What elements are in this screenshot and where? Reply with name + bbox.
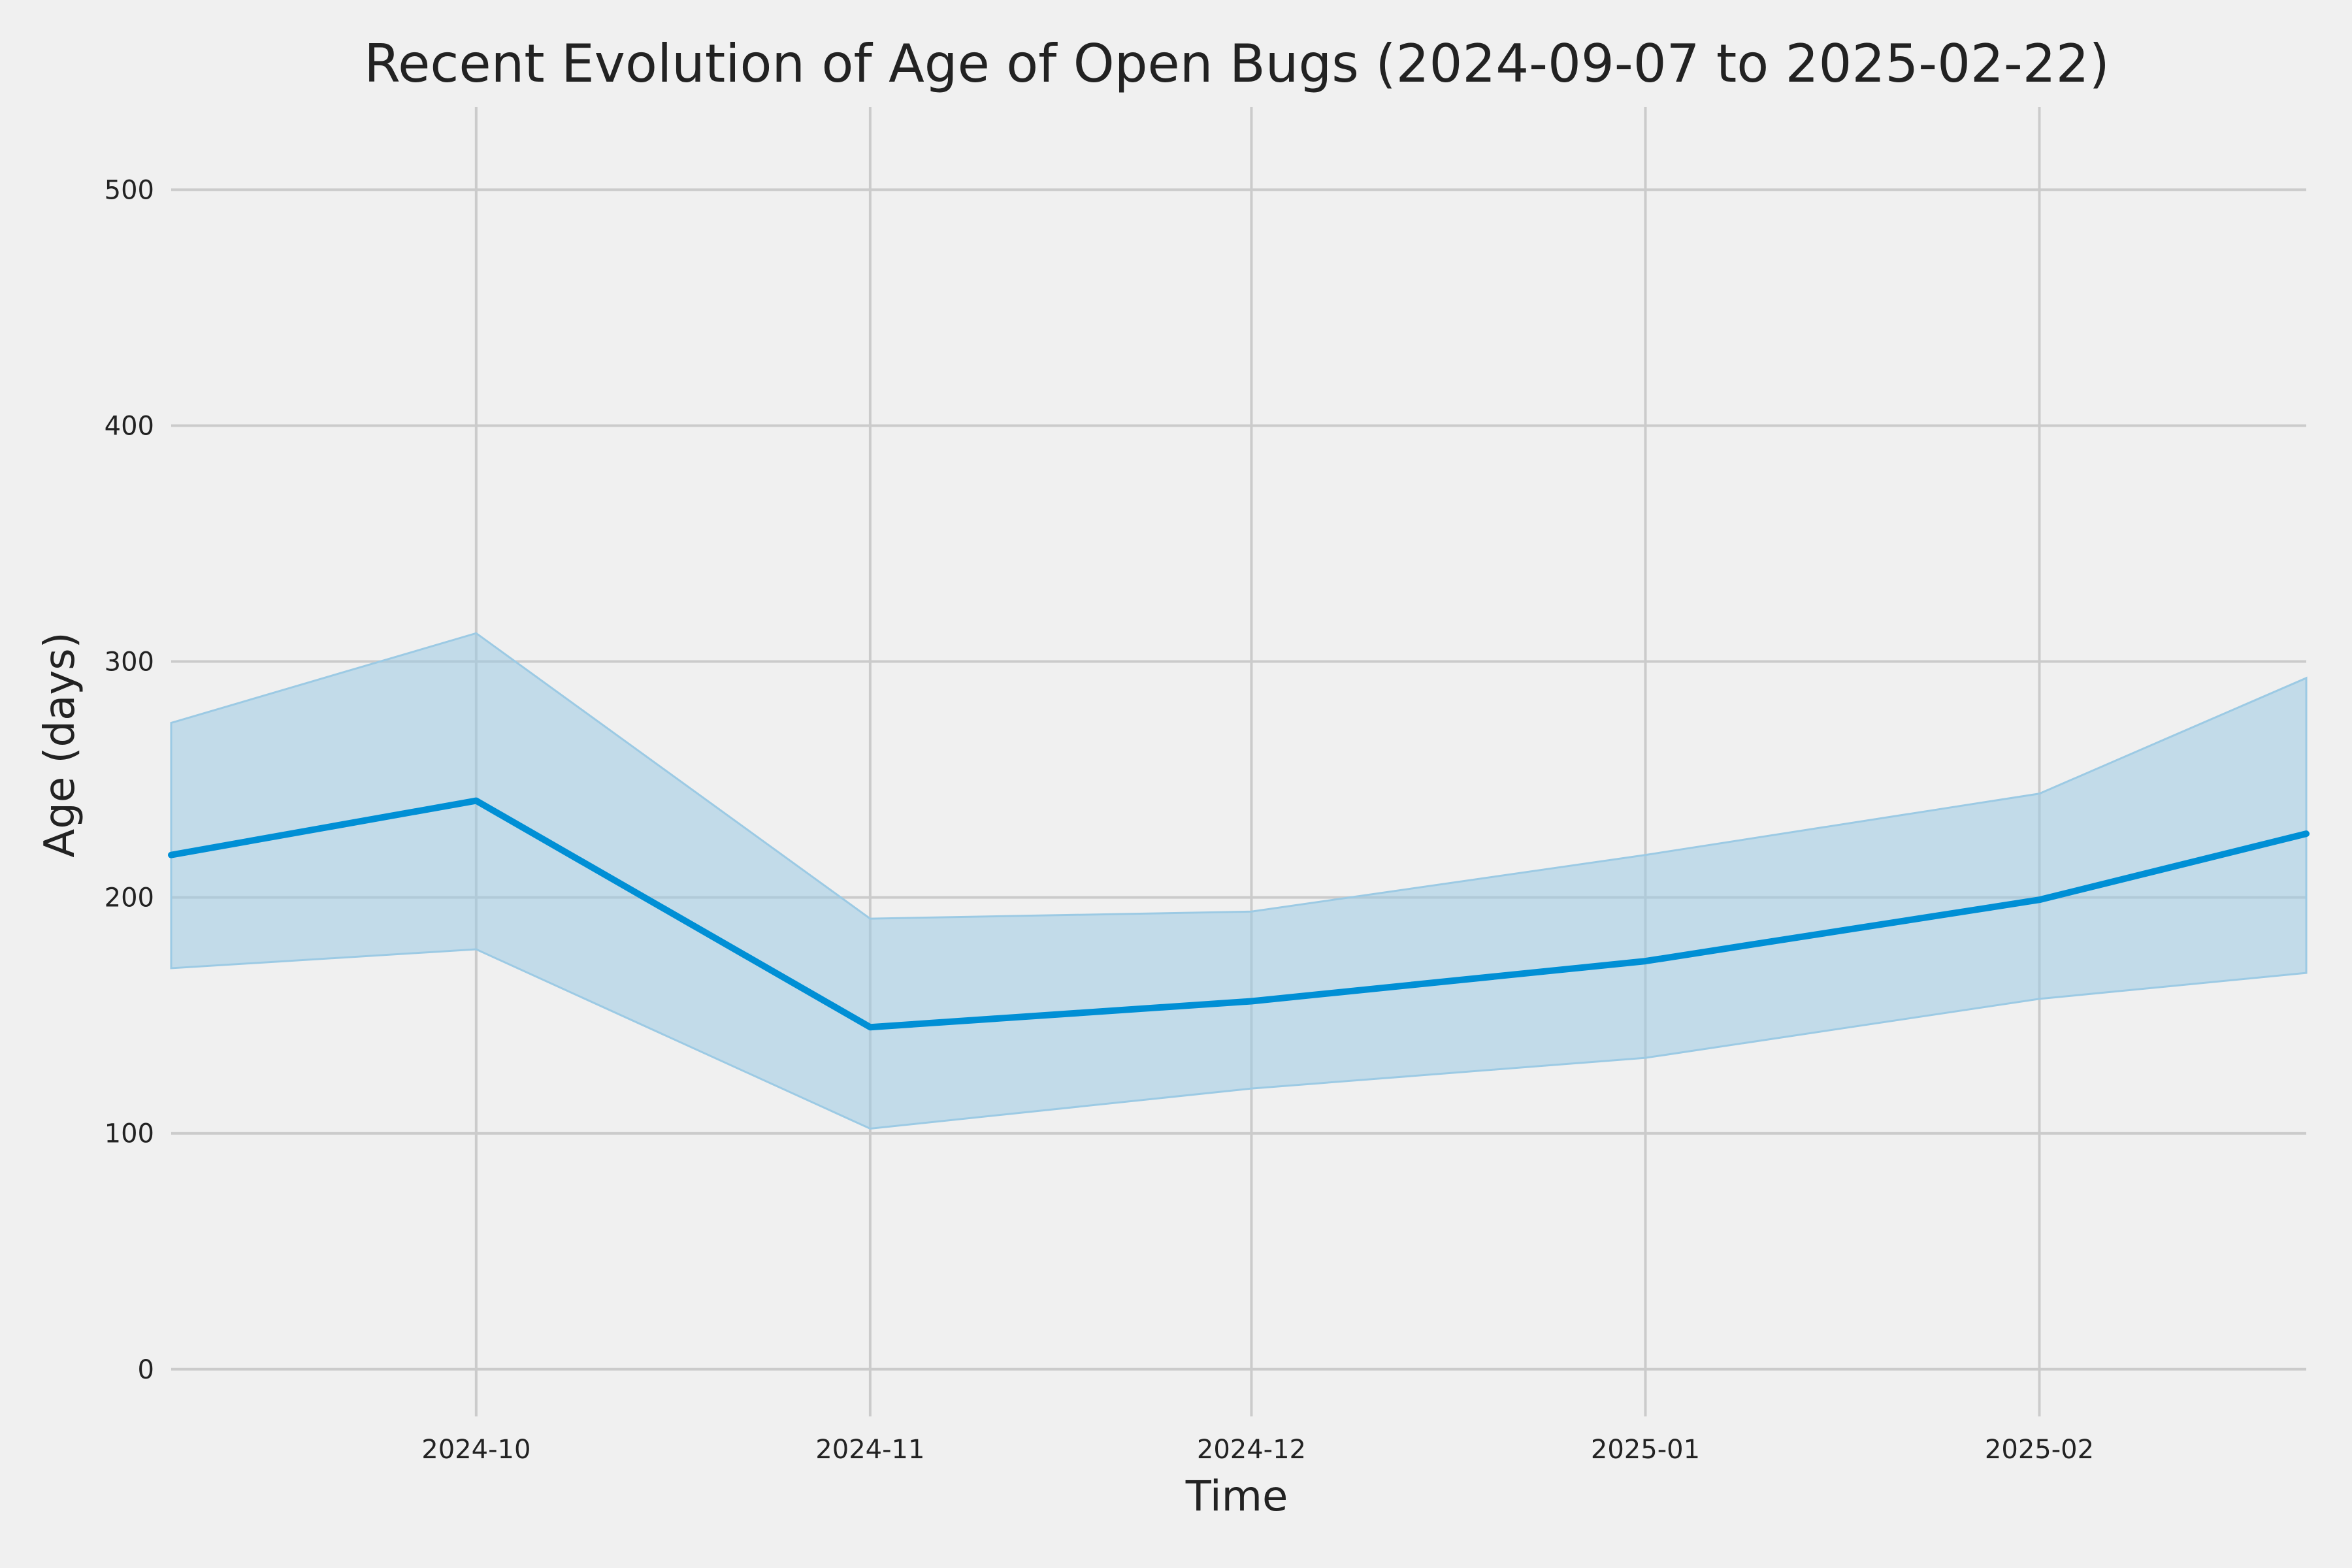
x-tick-label: 2024-12: [1197, 1435, 1306, 1465]
y-tick-label: 300: [105, 647, 154, 678]
x-tick-label: 2024-11: [815, 1435, 924, 1465]
y-tick-label: 0: [138, 1355, 154, 1385]
x-tick-label: 2025-02: [1985, 1435, 2094, 1465]
y-tick-label: 100: [105, 1119, 154, 1149]
confidence-band: [170, 632, 2308, 1130]
y-tick-label: 200: [105, 883, 154, 913]
y-tick-label: 500: [105, 175, 154, 205]
y-tick-label: 400: [105, 411, 154, 441]
y-axis-label: Age (days): [36, 632, 84, 857]
tick-labels: 0 100 200 300 400 500 2024-10 2024-11 2024-12 202…: [105, 175, 2094, 1465]
x-tick-label: 2024-10: [421, 1435, 531, 1465]
x-axis-label: Time: [1185, 1473, 1288, 1521]
series-line-layer: [168, 797, 2310, 1031]
x-tick-label: 2025-01: [1591, 1435, 1700, 1465]
confidence-band-layer: [170, 632, 2308, 1130]
chart-title: Recent Evolution of Age of Open Bugs (20…: [364, 33, 2110, 94]
